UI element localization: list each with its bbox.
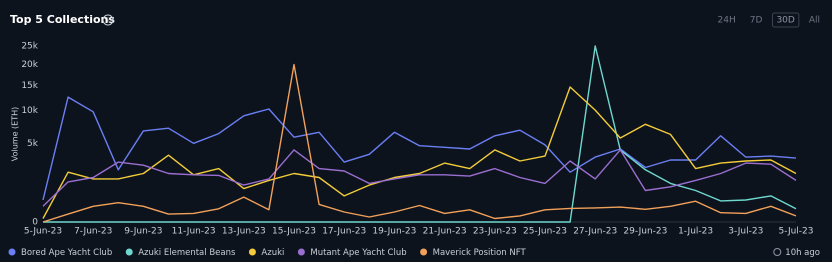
series-line: [43, 45, 797, 223]
series-line: [42, 96, 797, 201]
x-tick-label: 5-Jun-23: [24, 227, 62, 237]
x-tick-label: 29-Jun-23: [623, 227, 667, 237]
y-tick-label: 5k: [27, 139, 39, 149]
y-axis-title: Volume (ETH): [11, 107, 20, 162]
info-icon-text[interactable]: i: [107, 17, 109, 25]
updated-time: 10h ago: [785, 248, 820, 258]
x-tick-label: 13-Jun-23: [222, 227, 266, 237]
series-line: [42, 86, 797, 219]
legend-label[interactable]: Maverick Position NFT: [433, 248, 527, 258]
y-tick-label: 10k: [21, 106, 38, 116]
range-button[interactable]: 30D: [776, 16, 794, 26]
x-tick-label: 3-Jul-23: [728, 227, 763, 237]
x-tick-label: 19-Jun-23: [372, 227, 416, 237]
range-button[interactable]: 24H: [718, 16, 736, 26]
x-tick-label: 23-Jun-23: [473, 227, 517, 237]
card-title: Top 5 Collections: [10, 13, 115, 26]
legend-swatch[interactable]: [125, 248, 133, 256]
legend-label[interactable]: Azuki: [261, 248, 284, 258]
legend-label[interactable]: Azuki Elemental Beans: [138, 248, 236, 258]
legend-label[interactable]: Bored Ape Yacht Club: [21, 248, 112, 258]
legend-swatch[interactable]: [420, 248, 428, 256]
x-tick-label: 1-Jul-23: [678, 227, 713, 237]
y-tick-label: 25k: [21, 42, 38, 52]
y-tick-label: 15k: [21, 81, 38, 91]
x-tick-label: 17-Jun-23: [322, 227, 366, 237]
x-tick-label: 27-Jun-23: [573, 227, 617, 237]
x-tick-label: 11-Jun-23: [172, 227, 216, 237]
x-tick-label: 7-Jun-23: [74, 227, 112, 237]
x-tick-label: 9-Jun-23: [124, 227, 162, 237]
legend-label[interactable]: Mutant Ape Yacht Club: [310, 248, 406, 258]
x-tick-label: 25-Jun-23: [523, 227, 567, 237]
series-line: [42, 63, 797, 223]
x-tick-label: 5-Jul-23: [778, 227, 813, 237]
y-tick-label: 0: [32, 218, 38, 228]
series-line: [42, 149, 797, 207]
info-icon[interactable]: [102, 14, 114, 26]
legend-swatch[interactable]: [8, 248, 16, 256]
refresh-icon: [773, 248, 782, 256]
range-button-selected[interactable]: [771, 12, 800, 28]
legend-swatch[interactable]: [248, 248, 256, 256]
x-tick-label: 21-Jun-23: [423, 227, 467, 237]
x-tick-label: 15-Jun-23: [272, 227, 316, 237]
y-tick-label: 20k: [21, 60, 38, 70]
range-button[interactable]: 7D: [750, 16, 763, 26]
range-button[interactable]: All: [809, 16, 820, 26]
legend-swatch[interactable]: [297, 248, 305, 256]
